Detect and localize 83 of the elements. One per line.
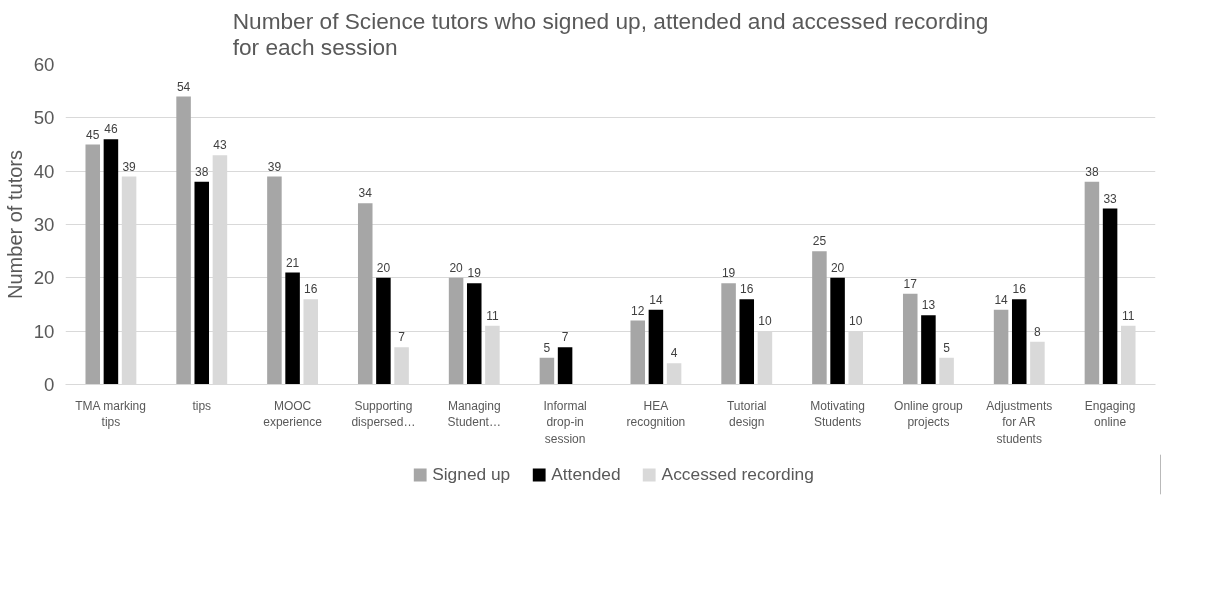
data-label: 10 — [849, 314, 863, 329]
bar — [902, 293, 918, 385]
bar — [285, 272, 300, 385]
bar — [993, 309, 1009, 385]
bar — [103, 139, 119, 385]
data-label: 14 — [649, 292, 663, 307]
data-label: 45 — [86, 127, 100, 142]
data-label: 20 — [376, 260, 391, 275]
data-label: 17 — [903, 276, 918, 291]
x-tick-label: Informal drop-in session — [543, 398, 587, 447]
x-tick-label: Managing Student… — [447, 398, 501, 430]
data-label: 8 — [1034, 324, 1042, 339]
data-label: 4 — [670, 346, 678, 361]
y-tick-label: 40 — [33, 160, 55, 182]
data-label: 16 — [740, 282, 754, 297]
bar — [448, 277, 464, 385]
data-label: 39 — [122, 159, 137, 174]
data-label: 19 — [721, 266, 736, 281]
bar — [376, 277, 391, 385]
data-label: 38 — [1085, 164, 1099, 179]
data-label: 13 — [921, 298, 936, 313]
data-label: 34 — [358, 186, 373, 201]
x-tick-label: HEA recognition — [626, 398, 686, 430]
data-label: 25 — [812, 234, 827, 249]
bar — [630, 320, 646, 385]
x-tick-label: Adjustments for AR students — [986, 398, 1053, 447]
bar — [739, 299, 755, 385]
bar — [85, 144, 101, 385]
bar — [1102, 208, 1118, 385]
bar — [557, 347, 573, 385]
data-label: 20 — [449, 260, 464, 275]
x-tick-label: Tutorial design — [726, 398, 767, 430]
y-axis-title: Number of tutors — [3, 150, 26, 299]
y-tick-label: 30 — [33, 214, 55, 235]
x-tick-label: TMA marking tips — [75, 398, 146, 430]
bar — [539, 357, 555, 385]
bar — [921, 315, 936, 385]
data-label: 19 — [467, 266, 482, 281]
data-label: 46 — [104, 122, 118, 137]
chart-title: Number of Science tutors who signed up, attended and accessed recording for each session — [232, 7, 989, 60]
data-label: 11 — [486, 308, 499, 323]
y-tick-label: 10 — [33, 320, 55, 342]
y-tick-label: 0 — [44, 374, 55, 395]
data-label: 20 — [830, 260, 845, 275]
legend-label: Signed up — [432, 463, 511, 485]
x-tick-label: tips — [192, 398, 212, 413]
data-label: 5 — [943, 340, 951, 355]
bar — [466, 283, 482, 385]
legend-label: Attended — [551, 463, 621, 485]
data-label: 7 — [561, 330, 569, 345]
y-tick-label: 50 — [33, 107, 55, 129]
bar — [812, 251, 827, 385]
data-label: 12 — [631, 303, 645, 318]
data-label: 39 — [267, 159, 282, 174]
data-label: 54 — [176, 79, 191, 94]
data-label: 38 — [195, 164, 209, 179]
x-tick-label: MOOC experience — [263, 398, 323, 430]
data-label: 7 — [398, 330, 406, 345]
bar — [648, 309, 664, 385]
data-label: 11 — [1122, 308, 1135, 323]
data-label: 21 — [285, 255, 300, 270]
data-label: 43 — [213, 138, 227, 153]
y-tick-label: 20 — [33, 267, 55, 289]
bar — [1011, 299, 1027, 385]
data-label: 14 — [994, 292, 1009, 307]
data-label: 16 — [304, 282, 318, 297]
legend-label: Accessed recording — [661, 463, 814, 485]
x-tick-label: Online group projects — [894, 398, 964, 430]
x-tick-label: Engaging online — [1084, 398, 1136, 430]
bar — [194, 181, 210, 385]
data-label: 10 — [758, 314, 772, 329]
data-label: 16 — [1012, 282, 1027, 297]
bar — [176, 96, 191, 385]
bar — [267, 176, 282, 385]
bar — [357, 203, 373, 385]
data-label: 33 — [1103, 191, 1118, 206]
bar — [1084, 181, 1100, 385]
x-tick-label: Motivating Students — [810, 398, 865, 430]
data-label: 5 — [543, 340, 551, 355]
y-tick-label: 60 — [33, 54, 55, 75]
x-tick-label: Supporting dispersed… — [351, 398, 416, 430]
bar — [830, 277, 845, 385]
bar — [721, 283, 736, 385]
